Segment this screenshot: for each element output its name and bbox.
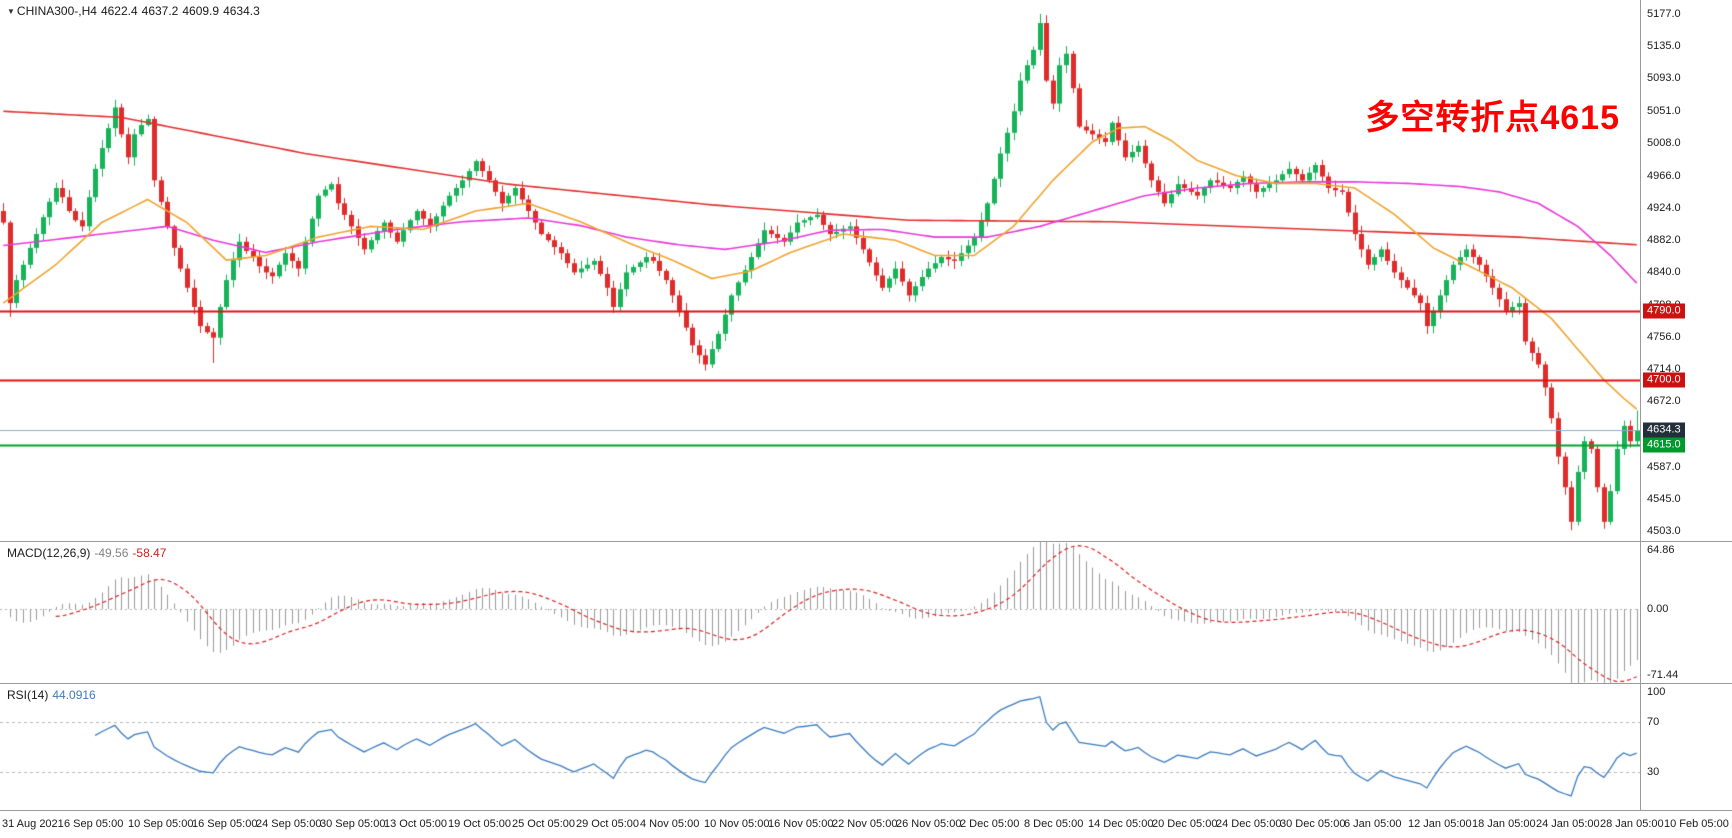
time-axis-label: 4 Nov 05:00 — [640, 818, 700, 830]
time-axis-label: 13 Oct 05:00 — [384, 818, 447, 830]
time-axis-label: 24 Sep 05:00 — [256, 818, 322, 830]
high-value: 4637.2 — [141, 4, 179, 18]
price-axis-label: 4587.0 — [1647, 460, 1681, 473]
macd-canvas[interactable] — [0, 542, 1640, 683]
time-axis[interactable]: 31 Aug 2021 6 Sep 05:00 10 Sep 05:00 16 Sep… — [0, 810, 1732, 838]
time-axis-label: 8 Dec 05:00 — [1024, 818, 1084, 830]
price-level-badge: 4790.0 — [1643, 303, 1685, 319]
close-value: 4634.3 — [223, 4, 260, 18]
time-axis-label: 16 Sep 05:00 — [192, 818, 258, 830]
price-axis-label: 4966.0 — [1647, 169, 1681, 182]
time-axis-label: 29 Oct 05:00 — [576, 818, 639, 830]
macd-axis-label: 64.86 — [1647, 544, 1675, 556]
time-axis-label: 24 Dec 05:00 — [1216, 818, 1282, 830]
price-axis-label: 5177.0 — [1647, 7, 1681, 20]
time-axis-label: 10 Nov 05:00 — [704, 818, 770, 830]
open-value: 4622.4 — [100, 4, 138, 18]
time-axis-label: 26 Nov 05:00 — [896, 818, 962, 830]
price-axis-label: 5008.0 — [1647, 137, 1681, 150]
time-axis-label: 22 Nov 05:00 — [832, 818, 898, 830]
low-value: 4609.9 — [182, 4, 220, 18]
time-axis-label: 25 Oct 05:00 — [512, 818, 575, 830]
macd-main-value: -49.56 — [94, 546, 129, 560]
macd-axis[interactable]: 64.86 0.00 -71.44 — [1640, 542, 1732, 683]
price-pane: ▼ CHINA300-,H4 4622.4 4637.2 4609.9 4634.3 多空… — [0, 0, 1732, 541]
rsi-axis-label: 70 — [1647, 715, 1660, 728]
time-axis-label: 10 Feb 05:00 — [1664, 818, 1729, 830]
macd-axis-label: 0.00 — [1647, 603, 1669, 616]
price-level-badge: 4615.0 — [1643, 437, 1685, 453]
macd-header: MACD(12,26,9) -49.56 -58.47 — [7, 546, 170, 560]
rsi-value: 44.0916 — [52, 688, 96, 702]
rsi-axis[interactable]: 100 70 30 — [1640, 684, 1732, 810]
price-axis[interactable]: 5177.0 5135.0 5093.0 5051.0 5008.0 4966.0 4924… — [1640, 0, 1732, 541]
time-axis-label: 6 Sep 05:00 — [64, 818, 124, 830]
price-axis-label: 4840.0 — [1647, 266, 1681, 279]
time-axis-label: 16 Nov 05:00 — [768, 818, 834, 830]
macd-axis-label: -71.44 — [1647, 669, 1679, 681]
price-chart-canvas[interactable] — [0, 0, 1640, 541]
price-axis-label: 5135.0 — [1647, 40, 1681, 53]
chart-annotation-text: 多空转折点4615 — [1365, 99, 1620, 137]
time-axis-label: 19 Oct 05:00 — [448, 818, 511, 830]
price-axis-label: 5051.0 — [1647, 104, 1681, 117]
price-level-badge: 4700.0 — [1643, 372, 1685, 388]
rsi-pane: RSI(14) 44.0916 100 70 30 — [0, 683, 1732, 810]
time-axis-label: 10 Sep 05:00 — [128, 818, 194, 830]
rsi-axis-label: 100 — [1647, 686, 1666, 698]
rsi-label: RSI(14) — [7, 688, 49, 702]
price-axis-label: 4545.0 — [1647, 492, 1681, 505]
price-axis-label: 4882.0 — [1647, 234, 1681, 247]
rsi-canvas[interactable] — [0, 684, 1640, 810]
time-axis-label: 30 Sep 05:00 — [320, 818, 386, 830]
time-axis-label: 28 Jan 05:00 — [1600, 818, 1664, 830]
time-axis-label: 31 Aug 2021 — [2, 818, 64, 830]
time-axis-label: 30 Dec 05:00 — [1280, 818, 1346, 830]
symbol-period-label: CHINA300-,H4 — [16, 4, 97, 18]
rsi-header: RSI(14) 44.0916 — [7, 688, 100, 702]
time-axis-label: 6 Jan 05:00 — [1344, 818, 1402, 830]
price-axis-label: 4503.0 — [1647, 525, 1681, 538]
price-axis-label: 5093.0 — [1647, 72, 1681, 85]
macd-signal-value: -58.47 — [132, 546, 167, 560]
time-axis-label: 14 Dec 05:00 — [1088, 818, 1154, 830]
macd-label: MACD(12,26,9) — [7, 546, 91, 560]
price-axis-label: 4672.0 — [1647, 395, 1681, 408]
price-axis-label: 4714.0 — [1647, 363, 1681, 376]
chart-ohlc-header: ▼ CHINA300-,H4 4622.4 4637.2 4609.9 4634.3 — [7, 4, 264, 18]
time-axis-label: 24 Jan 05:00 — [1536, 818, 1600, 830]
macd-pane: MACD(12,26,9) -49.56 -58.47 64.86 0.00 -71.4… — [0, 541, 1732, 683]
price-level-badge: 4634.3 — [1643, 422, 1685, 438]
time-axis-label: 2 Dec 05:00 — [960, 818, 1020, 830]
time-axis-label: 12 Jan 05:00 — [1408, 818, 1472, 830]
price-axis-label: 4924.0 — [1647, 201, 1681, 214]
symbol-marker-icon: ▼ — [7, 7, 15, 16]
rsi-axis-label: 30 — [1647, 766, 1660, 779]
time-axis-label: 18 Jan 05:00 — [1472, 818, 1536, 830]
time-axis-label: 20 Dec 05:00 — [1152, 818, 1218, 830]
price-axis-label: 4756.0 — [1647, 330, 1681, 343]
